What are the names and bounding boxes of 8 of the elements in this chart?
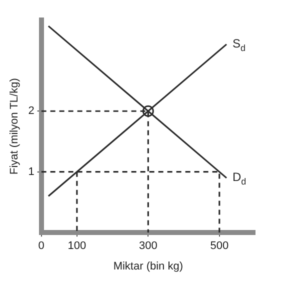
x-axis-title: Miktar (bin kg) [113, 260, 184, 272]
x-tick-label: 0 [38, 240, 44, 252]
x-tick-label: 500 [210, 240, 229, 252]
x-tick-label: 100 [68, 240, 86, 252]
y-tick-label: 1 [28, 166, 34, 178]
y-axis-title: Fiyat (milyon TL/kg) [8, 78, 21, 174]
y-tick-label: 2 [28, 105, 34, 118]
x-tick-label: 300 [138, 240, 158, 252]
